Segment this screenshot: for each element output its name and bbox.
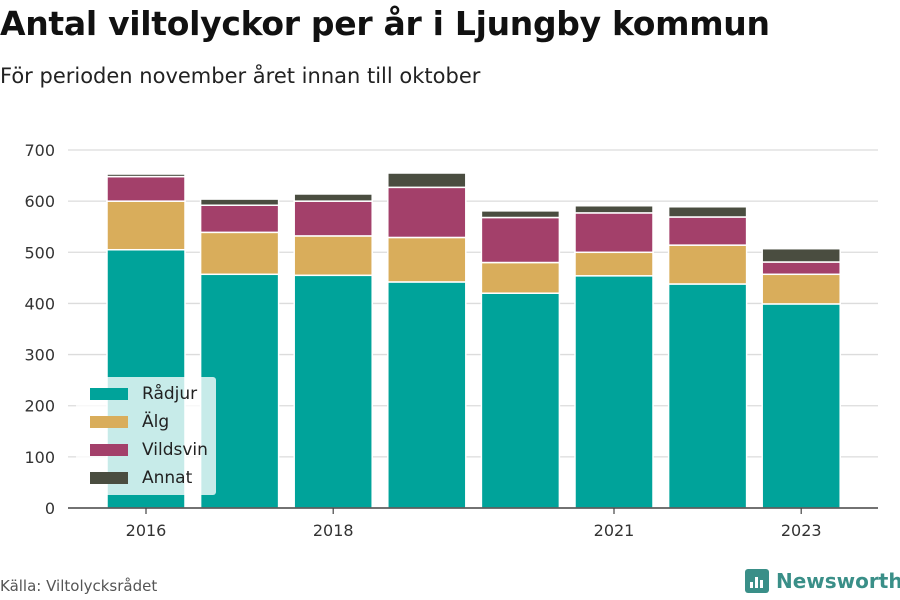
bar-segment-älg: [387, 236, 467, 283]
x-tick-label: 2016: [126, 521, 167, 540]
bar-segment-rådjur: [667, 283, 748, 509]
bar-segment-annat: [199, 198, 280, 206]
y-tick-label: 400: [24, 294, 55, 313]
bar-segment-vildsvin: [199, 204, 280, 234]
y-tick-label: 600: [24, 192, 55, 211]
newsworthy-logo-icon: [745, 569, 769, 593]
bar-segment-rådjur: [293, 274, 373, 509]
legend-label: Älg: [142, 412, 170, 432]
bar-segment-annat: [574, 204, 654, 214]
chart-legend: Rådjur Älg Vildsvin Annat: [76, 377, 216, 495]
legend-label: Vildsvin: [142, 440, 208, 460]
legend-item: Älg: [90, 412, 169, 432]
legend-swatch: [90, 444, 128, 456]
legend-item: Annat: [90, 468, 192, 488]
legend-item: Rådjur: [90, 384, 197, 404]
bar-segment-älg: [480, 261, 561, 294]
bar-segment-älg: [106, 200, 186, 251]
bar-segment-vildsvin: [387, 186, 467, 239]
y-tick-label: 0: [45, 499, 55, 518]
x-tick-label: 2018: [313, 521, 354, 540]
bar-segment-älg: [293, 235, 373, 277]
brand-name: Newsworthy: [776, 569, 900, 593]
x-tick-label: 2023: [781, 521, 822, 540]
y-tick-label: 500: [24, 243, 55, 262]
bar-segment-annat: [293, 193, 373, 202]
y-tick-label: 100: [24, 448, 55, 467]
y-tick-label: 200: [24, 397, 55, 416]
bar-segment-vildsvin: [480, 216, 561, 264]
bar-segment-rådjur: [761, 303, 841, 509]
legend-swatch: [90, 472, 128, 484]
x-tick-label: 2021: [594, 521, 635, 540]
legend-label: Rådjur: [142, 384, 198, 404]
bar-segment-vildsvin: [574, 212, 654, 254]
bar-segment-vildsvin: [106, 175, 186, 202]
bar-segment-vildsvin: [293, 200, 373, 237]
bar-segment-annat: [387, 172, 467, 189]
bar-segment-annat: [667, 206, 748, 218]
chart-title: Antal viltolyckor per år i Ljungby kommu…: [0, 4, 770, 43]
brand-logo: Newsworthy: [745, 569, 900, 593]
bar-segment-rådjur: [387, 281, 467, 509]
bar-segment-rådjur: [574, 275, 654, 509]
legend-item: Vildsvin: [90, 440, 208, 460]
bar-segment-annat: [106, 173, 186, 178]
bar-segment-älg: [667, 244, 748, 285]
legend-swatch: [90, 416, 128, 428]
bar-segment-rådjur: [480, 292, 561, 509]
bar-segment-annat: [480, 210, 561, 219]
y-tick-label: 700: [24, 141, 55, 160]
bar-segment-älg: [761, 273, 841, 305]
chart-subtitle: För perioden november året innan till ok…: [0, 64, 481, 88]
legend-swatch: [90, 388, 128, 400]
bar-segment-älg: [199, 231, 280, 276]
y-tick-label: 300: [24, 346, 55, 365]
source-note: Källa: Viltolycksrådet: [0, 577, 158, 595]
legend-label: Annat: [142, 468, 193, 488]
bar-segment-annat: [761, 247, 841, 263]
bar-segment-vildsvin: [667, 216, 748, 246]
bar-segment-älg: [574, 251, 654, 277]
bar-segment-vildsvin: [761, 261, 841, 276]
